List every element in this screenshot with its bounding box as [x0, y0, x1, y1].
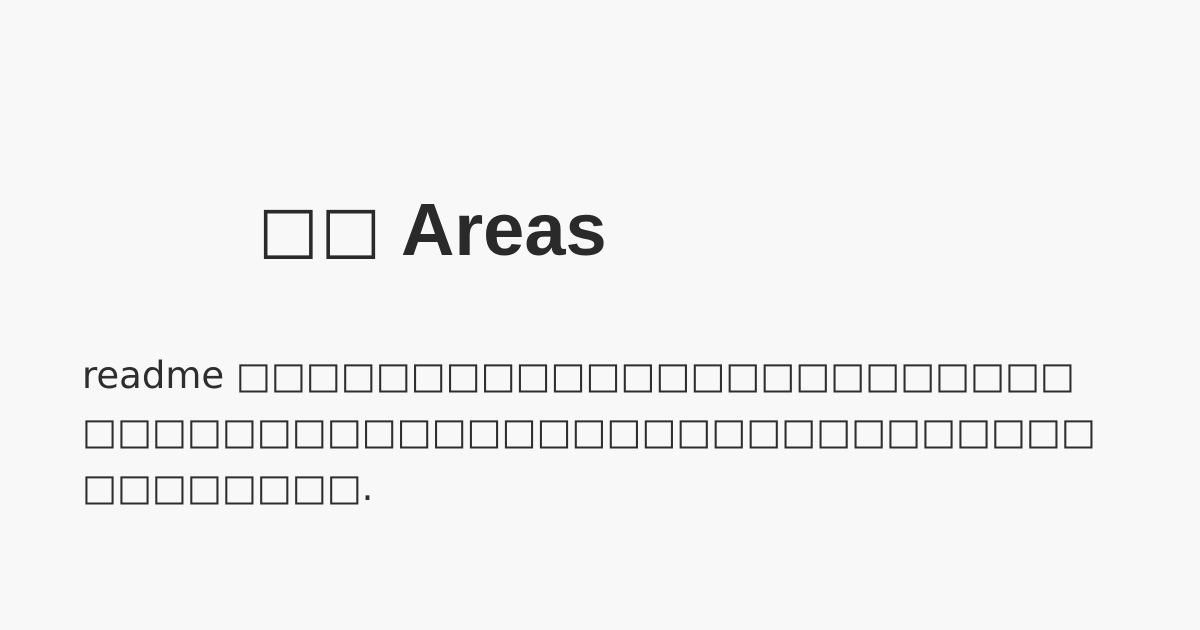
- page-title: □□ Areas: [258, 188, 607, 272]
- title-glyphs: □□: [258, 193, 383, 267]
- title-text: Areas: [400, 188, 607, 271]
- description-text: readme □□□□□□□□□□□□□□□□□□□□□□□□□□□□□□□□□…: [82, 354, 1096, 509]
